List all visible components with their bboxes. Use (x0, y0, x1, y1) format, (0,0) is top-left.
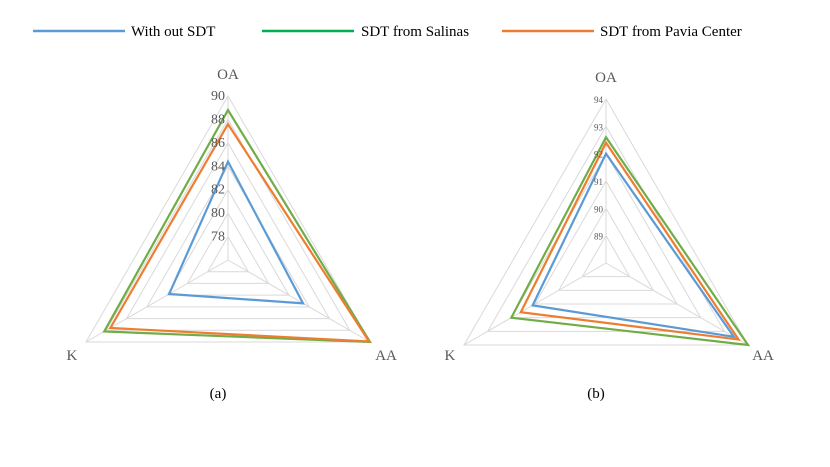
tick-label: 92 (594, 150, 603, 160)
grid (85, 95, 371, 343)
axis-spoke (227, 259, 371, 343)
axis-label-oa: OA (217, 67, 239, 83)
axis-label-aa: AA (375, 348, 397, 364)
axis-label-oa: OA (595, 70, 617, 86)
chart-caption: (a) (210, 386, 227, 402)
grid-ring (85, 95, 371, 343)
tick-label: 93 (594, 122, 604, 132)
legend-label-sdt-pavia: SDT from Pavia Center (600, 24, 742, 40)
tick-label: 89 (594, 232, 604, 242)
series-line (108, 122, 372, 343)
grid-ring (186, 212, 270, 284)
series-line (102, 107, 373, 344)
legend-label-sdt-salinas: SDT from Salinas (361, 24, 469, 40)
tick-label: 80 (211, 206, 225, 221)
grid-ring (125, 141, 331, 320)
chart-caption: (b) (587, 386, 605, 402)
tick-label: 82 (211, 183, 225, 198)
tick-label: 88 (211, 112, 225, 127)
tick-label: 90 (211, 89, 225, 104)
tick-label: 94 (594, 95, 604, 105)
grid (463, 97, 749, 346)
grid-ring (206, 235, 250, 273)
radar-chart-b: 89 90 91 92 93 94 OA AA K (b) (445, 70, 774, 402)
axis-label-aa: AA (752, 348, 774, 364)
legend-item-sdt-salinas: SDT from Salinas (262, 24, 469, 40)
series-line (519, 140, 741, 341)
tick-label: 90 (594, 204, 604, 214)
grid-ring (463, 97, 749, 346)
legend-item-sdt-pavia: SDT from Pavia Center (502, 24, 742, 40)
series-line (509, 135, 751, 347)
tick-label: 86 (211, 136, 225, 151)
tick-label: 84 (211, 159, 225, 174)
grid-ring (105, 118, 351, 331)
grid-ring (534, 180, 678, 305)
tick-label: 78 (211, 230, 225, 245)
axis-spoke (605, 262, 749, 346)
axis-label-k: K (445, 348, 456, 364)
axis-spoke (463, 262, 607, 346)
legend-label-without-sdt: With out SDT (131, 24, 215, 40)
series-line (167, 159, 305, 305)
radar-chart-a: 78 80 82 84 86 88 90 OA AA K (a) (67, 67, 397, 402)
legend: With out SDT SDT from Salinas SDT from P… (33, 24, 742, 40)
axis-label-k: K (67, 348, 78, 364)
series-line (530, 151, 737, 339)
grid-ring (557, 207, 655, 291)
legend-item-without-sdt: With out SDT (33, 24, 215, 40)
tick-label: 91 (594, 177, 603, 187)
grid-ring (581, 234, 631, 278)
grid-ring (166, 188, 290, 296)
